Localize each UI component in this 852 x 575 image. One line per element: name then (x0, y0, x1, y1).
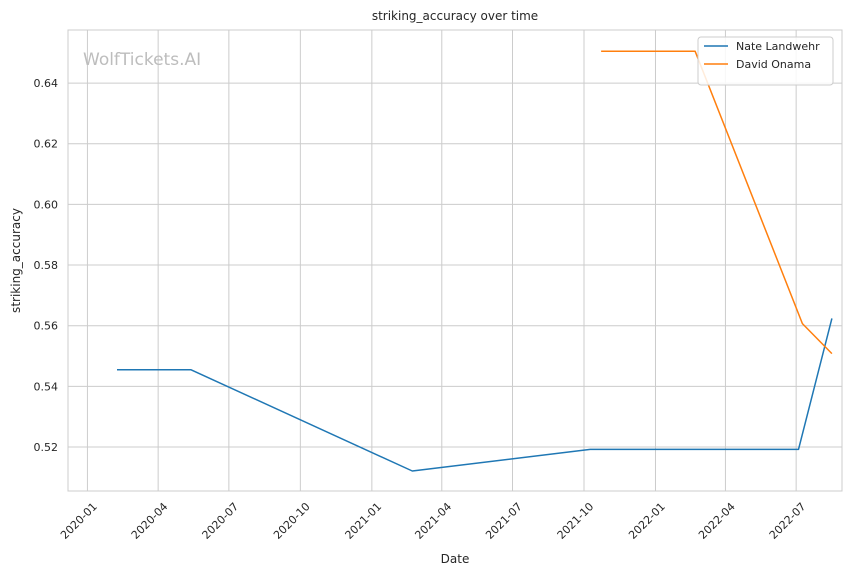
y-tick-label: 0.52 (34, 441, 59, 454)
y-tick-label: 0.54 (34, 380, 59, 393)
y-tick-label: 0.64 (34, 77, 59, 90)
legend-label-1: Nate Landwehr (736, 40, 820, 53)
series-line-2 (601, 50, 833, 355)
legend: Nate Landwehr David Onama (697, 36, 834, 86)
legend-label-2: David Onama (736, 58, 811, 71)
plot-frame (67, 29, 843, 492)
y-tick-label: 0.56 (34, 320, 59, 333)
y-tick-label: 0.58 (34, 259, 59, 272)
watermark-text: WolfTickets.AI (83, 50, 201, 70)
grid-lines (68, 30, 842, 491)
x-axis-label: Date (441, 552, 470, 566)
y-tick-labels: 0.52 0.54 0.56 0.58 0.60 0.62 0.64 (34, 77, 59, 454)
chart-title: striking_accuracy over time (372, 9, 538, 23)
legend-box (697, 36, 834, 86)
series-layer (117, 50, 833, 472)
y-tick-label: 0.62 (34, 138, 59, 151)
y-axis-label: striking_accuracy (9, 208, 23, 313)
y-tick-label: 0.60 (34, 198, 59, 211)
series-line-1 (117, 318, 833, 472)
